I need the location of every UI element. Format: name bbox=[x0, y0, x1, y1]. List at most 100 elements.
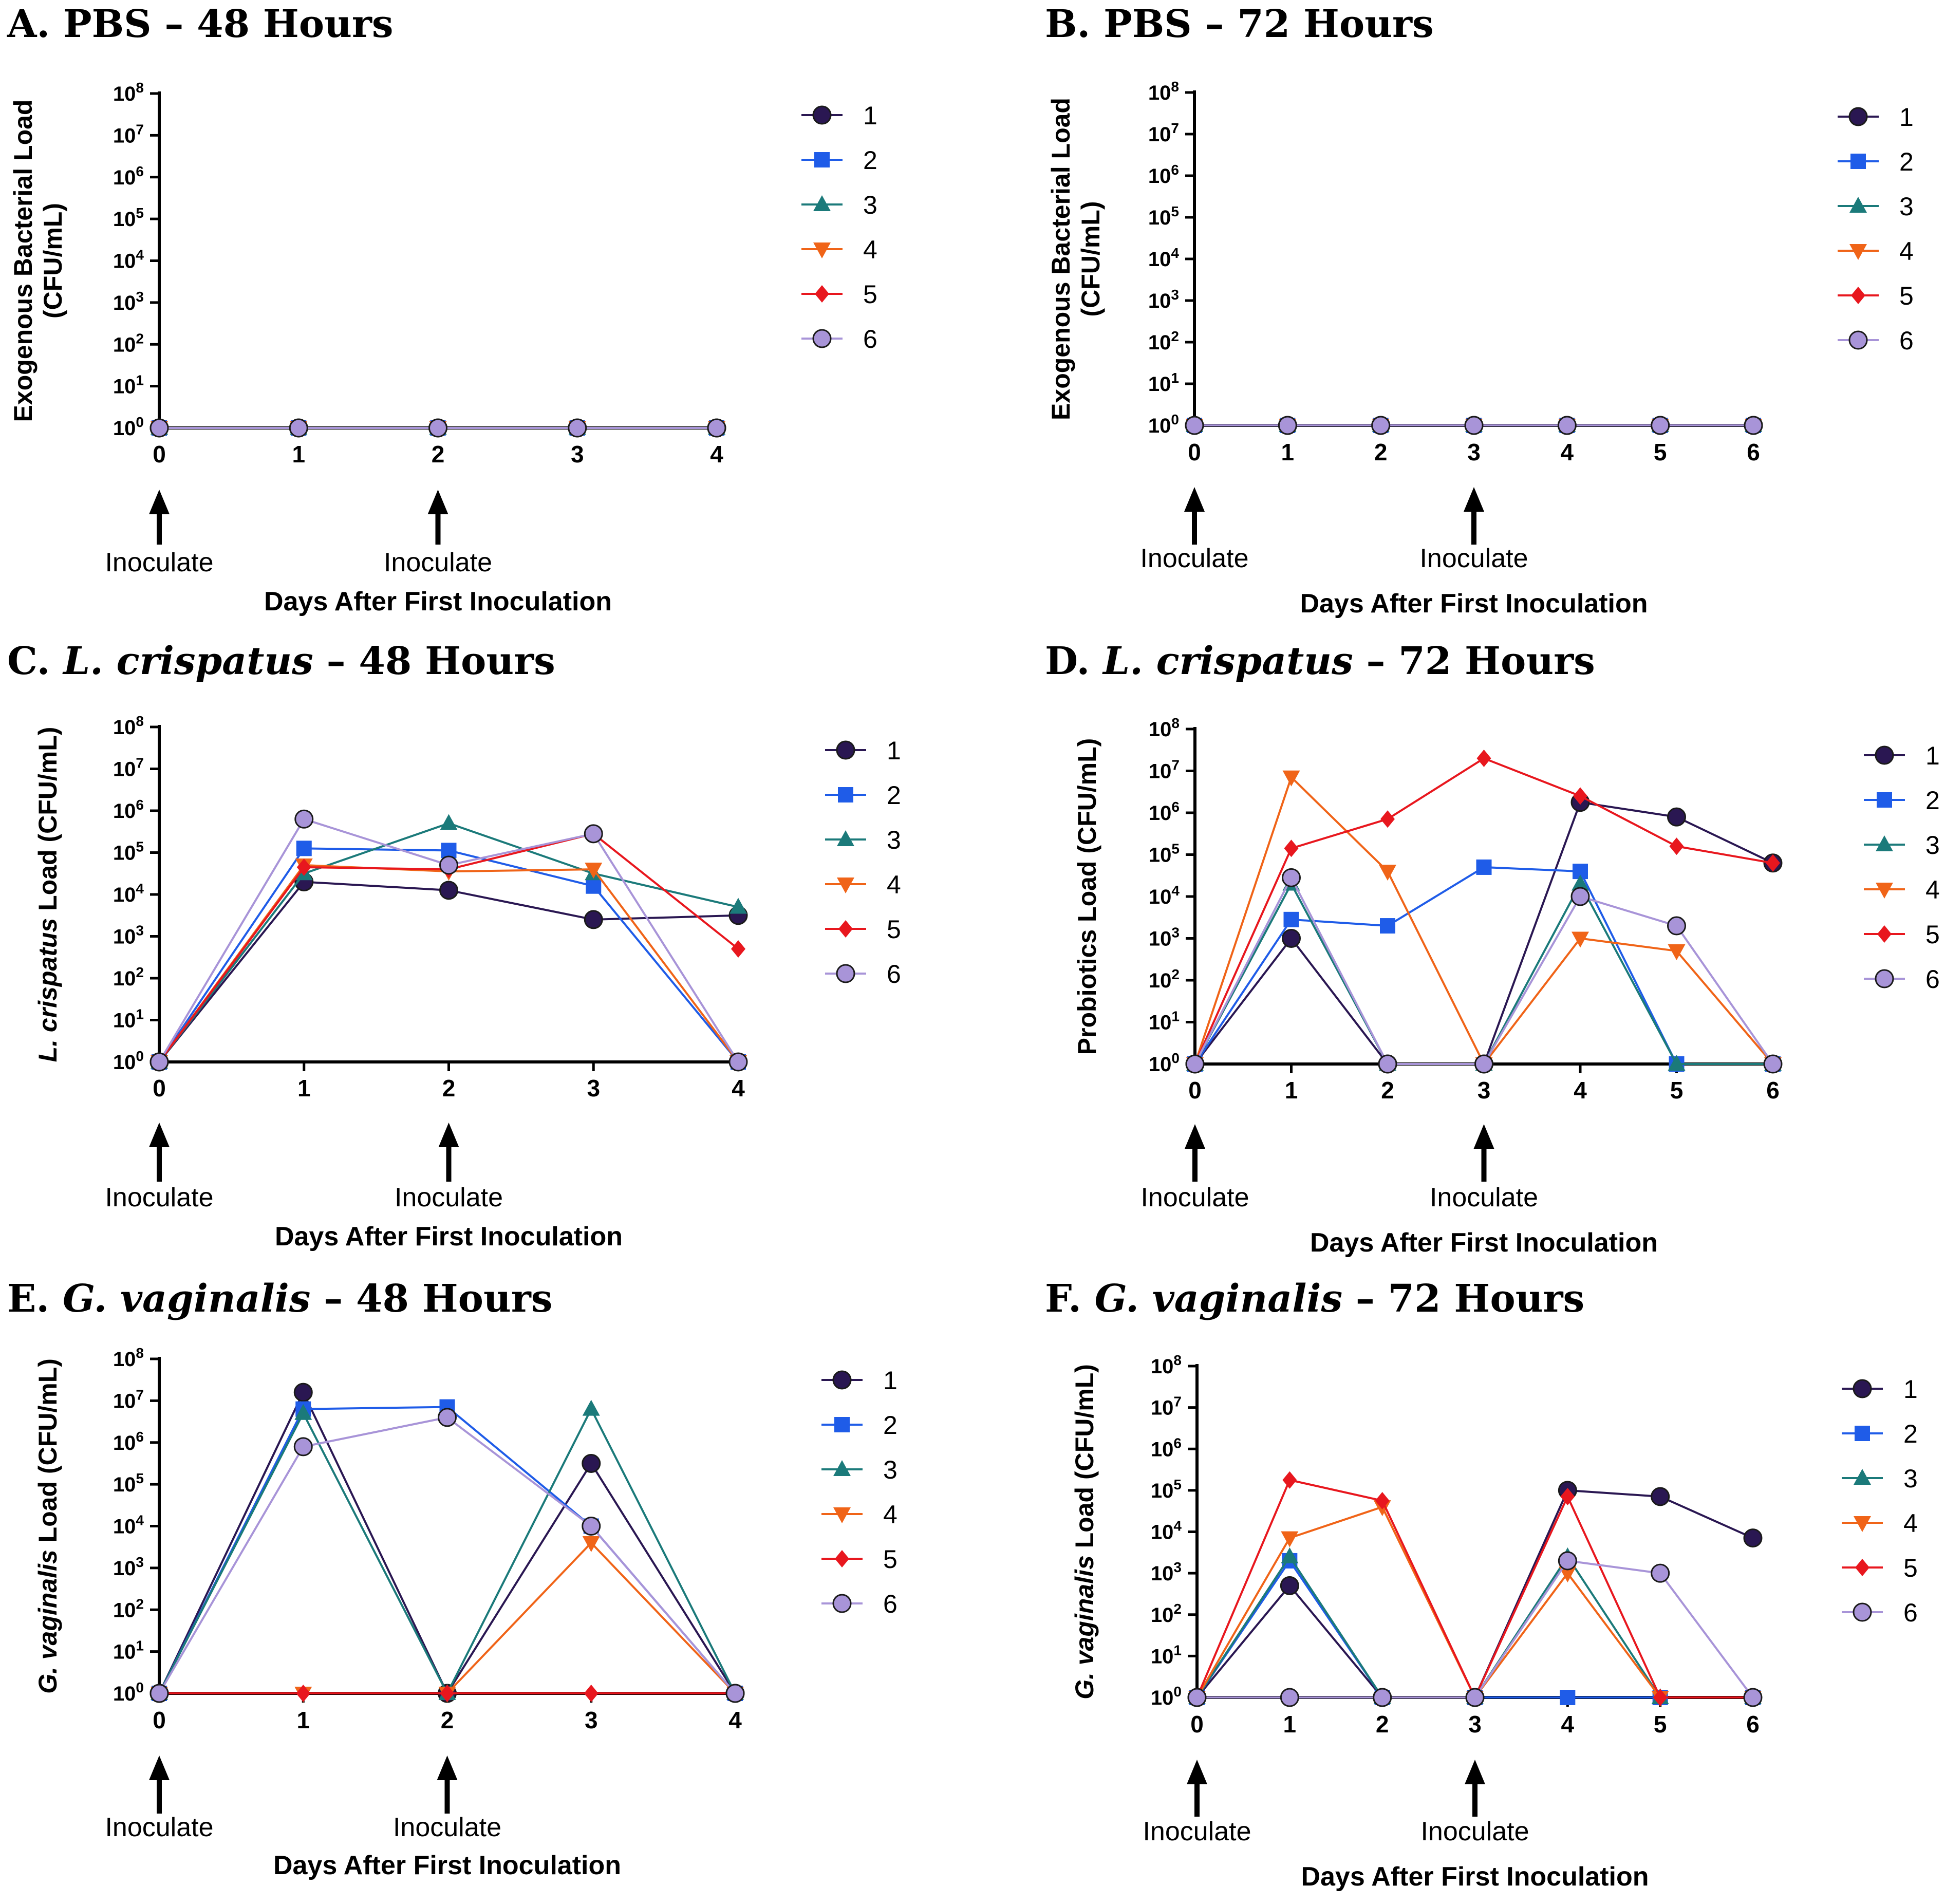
legend-label: 4 bbox=[1903, 1509, 1918, 1538]
y-tick-label: 100 bbox=[113, 414, 144, 440]
y-tick-label: 102 bbox=[1148, 328, 1179, 354]
series-3 bbox=[1186, 874, 1782, 1071]
legend-item-6: 6 bbox=[801, 325, 877, 353]
data-point bbox=[725, 1684, 745, 1703]
inoculate-label: Inoculate bbox=[1140, 1183, 1249, 1212]
legend-marker bbox=[814, 152, 830, 167]
series-line bbox=[1196, 1555, 1753, 1698]
series-line bbox=[158, 1407, 736, 1696]
y-tick-label: 106 bbox=[113, 1429, 144, 1454]
y-tick-label: 105 bbox=[113, 205, 144, 231]
legend-item-2: 2 bbox=[1838, 147, 1914, 176]
series-1 bbox=[149, 872, 748, 1072]
x-axis-label: Days After First Inoculation bbox=[1310, 1228, 1658, 1258]
legend-label: 3 bbox=[1925, 831, 1940, 860]
data-point bbox=[1278, 416, 1297, 435]
legend-marker bbox=[838, 920, 853, 938]
y-tick-label: 101 bbox=[113, 1006, 144, 1032]
legend-label: 2 bbox=[887, 781, 901, 810]
data-point bbox=[1379, 865, 1396, 881]
data-point bbox=[293, 1383, 313, 1402]
x-tick-label: 2 bbox=[432, 441, 445, 468]
y-tick-label: 100 bbox=[113, 1048, 144, 1074]
data-point bbox=[582, 1517, 601, 1536]
data-point bbox=[1371, 416, 1391, 435]
legend-label: 1 bbox=[1925, 741, 1940, 770]
legend-label: 1 bbox=[887, 736, 901, 765]
series-6 bbox=[1185, 416, 1763, 435]
legend-item-2: 2 bbox=[801, 146, 877, 175]
series-line bbox=[1196, 1479, 1753, 1700]
data-point bbox=[441, 843, 457, 858]
data-point bbox=[582, 1536, 600, 1553]
y-tick-label: 104 bbox=[1149, 883, 1180, 908]
x-tick-label: 0 bbox=[153, 441, 166, 468]
legend-marker bbox=[1848, 330, 1868, 350]
data-point bbox=[439, 855, 458, 875]
legend-item-4: 4 bbox=[1838, 237, 1914, 266]
data-point bbox=[1653, 1689, 1668, 1706]
legend-label: 3 bbox=[883, 1455, 897, 1484]
series-6 bbox=[1187, 1551, 1763, 1707]
legend-marker bbox=[813, 195, 831, 211]
data-point bbox=[1763, 1054, 1783, 1074]
legend-marker bbox=[833, 1507, 851, 1523]
series-line bbox=[158, 1406, 736, 1694]
x-tick-label: 3 bbox=[1468, 1711, 1482, 1738]
legend-label: 6 bbox=[1903, 1598, 1918, 1627]
data-point bbox=[584, 824, 603, 844]
inoculate-arrow-head bbox=[437, 1756, 458, 1780]
data-point bbox=[1185, 1054, 1205, 1074]
inoculate-label: Inoculate bbox=[105, 548, 213, 577]
series-6 bbox=[149, 418, 726, 438]
y-axis-label: Exogenous Bacterial Load(CFU/mL) bbox=[1046, 98, 1105, 420]
data-point bbox=[707, 418, 726, 438]
legend-marker bbox=[1849, 244, 1867, 260]
x-tick-label: 3 bbox=[571, 441, 584, 468]
legend: 1 2 3 4 5 6 bbox=[1842, 1375, 1918, 1627]
legend-label: 5 bbox=[883, 1545, 897, 1574]
legend-label: 3 bbox=[887, 826, 901, 854]
series-4 bbox=[1186, 770, 1782, 1073]
series-2 bbox=[1189, 1553, 1761, 1705]
inoculate-arrow-head bbox=[1185, 1124, 1205, 1149]
inoculate-label: Inoculate bbox=[1420, 1817, 1529, 1846]
x-tick-label: 4 bbox=[710, 441, 723, 468]
legend-label: 2 bbox=[863, 146, 877, 175]
y-axis-label: Probiotics Load (CFU/mL) bbox=[1073, 738, 1101, 1055]
legend-label: 1 bbox=[1903, 1375, 1918, 1404]
y-tick-label: 106 bbox=[113, 163, 144, 189]
series-line bbox=[1196, 1559, 1753, 1698]
panel-b: B. PBS – 72 Hours10010110210310410510610… bbox=[1045, 2, 1914, 619]
legend-item-4: 4 bbox=[801, 235, 877, 264]
y-tick-label: 107 bbox=[113, 121, 144, 147]
y-tick-label: 105 bbox=[1148, 203, 1179, 229]
x-tick-label: 0 bbox=[153, 1707, 166, 1733]
y-tick-label: 104 bbox=[113, 247, 144, 273]
x-axis-label: Days After First Inoculation bbox=[1300, 589, 1648, 619]
data-point bbox=[428, 418, 447, 438]
data-point bbox=[1651, 1487, 1670, 1506]
series-line bbox=[158, 881, 739, 1063]
legend-label: 2 bbox=[1925, 786, 1940, 815]
legend: 1 2 3 4 5 6 bbox=[1864, 741, 1940, 994]
data-point bbox=[293, 1437, 313, 1457]
inoculate-label: Inoculate bbox=[105, 1813, 213, 1842]
y-tick-label: 102 bbox=[1149, 966, 1180, 992]
legend-label: 1 bbox=[1899, 103, 1914, 132]
data-point bbox=[289, 418, 308, 438]
series-line bbox=[1196, 1489, 1753, 1698]
data-point bbox=[1375, 1492, 1390, 1510]
x-tick-label: 2 bbox=[442, 1075, 456, 1102]
legend-item-1: 1 bbox=[1864, 741, 1940, 770]
y-tick-label: 103 bbox=[113, 1554, 144, 1580]
legend-marker bbox=[812, 329, 832, 348]
x-tick-label: 0 bbox=[1190, 1711, 1204, 1738]
legend-item-5: 5 bbox=[801, 280, 877, 309]
legend-item-6: 6 bbox=[821, 1590, 897, 1618]
legend: 1 2 3 4 5 6 bbox=[801, 101, 877, 353]
data-point bbox=[1743, 1528, 1763, 1548]
inoculate-arrow-head bbox=[1465, 1760, 1485, 1784]
y-tick-label: 108 bbox=[113, 713, 144, 739]
legend-item-5: 5 bbox=[1838, 282, 1914, 310]
